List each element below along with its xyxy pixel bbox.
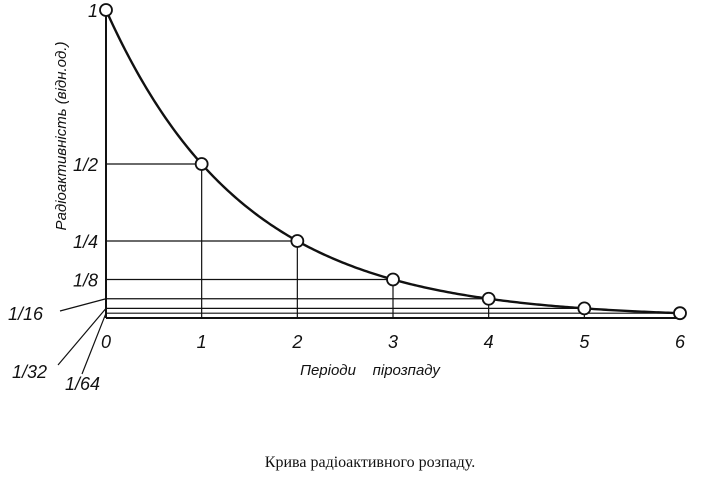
data-point — [577, 301, 592, 316]
points-layer — [99, 3, 687, 321]
data-point — [290, 234, 305, 248]
curve-layer — [104, 9, 681, 315]
x-tick-label: 3 — [388, 332, 398, 352]
x-tick-label: 6 — [675, 332, 686, 352]
x-tick-label: 5 — [579, 332, 590, 352]
y-tick-label: 1 — [88, 1, 98, 21]
x-tick-label: 4 — [484, 332, 494, 352]
y-tick-labels: 1 1/2 1/4 1/8 1/16 1/32 1/64 — [8, 1, 107, 394]
data-point — [386, 272, 400, 287]
x-tick-label: 2 — [291, 332, 302, 352]
y-tick-leader — [81, 312, 107, 375]
guide-lines — [106, 163, 681, 318]
y-tick-leader — [59, 298, 107, 312]
data-point — [481, 291, 496, 306]
data-point — [194, 157, 209, 171]
y-tick-leader — [57, 307, 107, 366]
y-tick-label: 1/16 — [8, 304, 44, 324]
data-point — [99, 3, 113, 17]
series-line — [104, 9, 681, 315]
figure-caption: Крива радіоактивного розпаду. — [265, 454, 475, 471]
y-tick-label: 1/4 — [73, 232, 98, 252]
x-tick-labels: 0 1 2 3 4 5 6 — [101, 332, 686, 352]
x-tick-label: 1 — [197, 332, 207, 352]
y-tick-label: 1/8 — [73, 271, 98, 291]
data-point — [673, 306, 687, 321]
y-axis-label: Радіоактивність (відн.од.) — [53, 42, 70, 231]
y-tick-label: 1/32 — [12, 362, 47, 382]
x-tick-label: 0 — [101, 332, 111, 352]
y-tick-label: 1/2 — [73, 155, 98, 175]
y-tick-label: 1/64 — [65, 374, 100, 394]
x-axis-label: Періоди пірозпаду — [300, 362, 441, 379]
